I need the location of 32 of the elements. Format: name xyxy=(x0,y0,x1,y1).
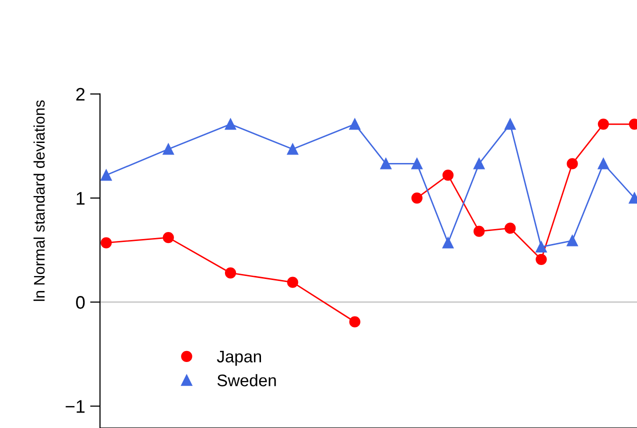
point xyxy=(162,232,174,244)
point xyxy=(536,241,547,253)
legend-label: Sweden xyxy=(217,374,276,386)
point xyxy=(598,158,609,170)
point xyxy=(411,158,423,170)
point xyxy=(504,222,516,234)
y-axis-title: ln Normal standard deviations xyxy=(34,100,45,301)
point xyxy=(504,118,516,130)
y-tick-label: 2 xyxy=(76,88,85,101)
legend-label: Japan xyxy=(216,350,261,366)
point xyxy=(224,118,236,130)
point xyxy=(224,267,236,279)
y-tick-label: 1 xyxy=(76,192,85,205)
point xyxy=(536,254,547,265)
point xyxy=(349,316,360,328)
y-tick-label: 0 xyxy=(76,296,85,309)
point xyxy=(411,192,423,204)
point xyxy=(474,158,485,170)
point xyxy=(566,158,578,170)
y-tick-label: −1 xyxy=(66,400,85,413)
point xyxy=(380,158,392,170)
point xyxy=(566,235,578,246)
point xyxy=(349,118,360,130)
point xyxy=(287,276,298,288)
point xyxy=(442,170,454,181)
point xyxy=(598,118,609,130)
point xyxy=(100,237,112,248)
point xyxy=(442,237,454,248)
point xyxy=(474,226,485,237)
point xyxy=(162,144,174,155)
point xyxy=(100,170,112,181)
point xyxy=(287,144,298,155)
